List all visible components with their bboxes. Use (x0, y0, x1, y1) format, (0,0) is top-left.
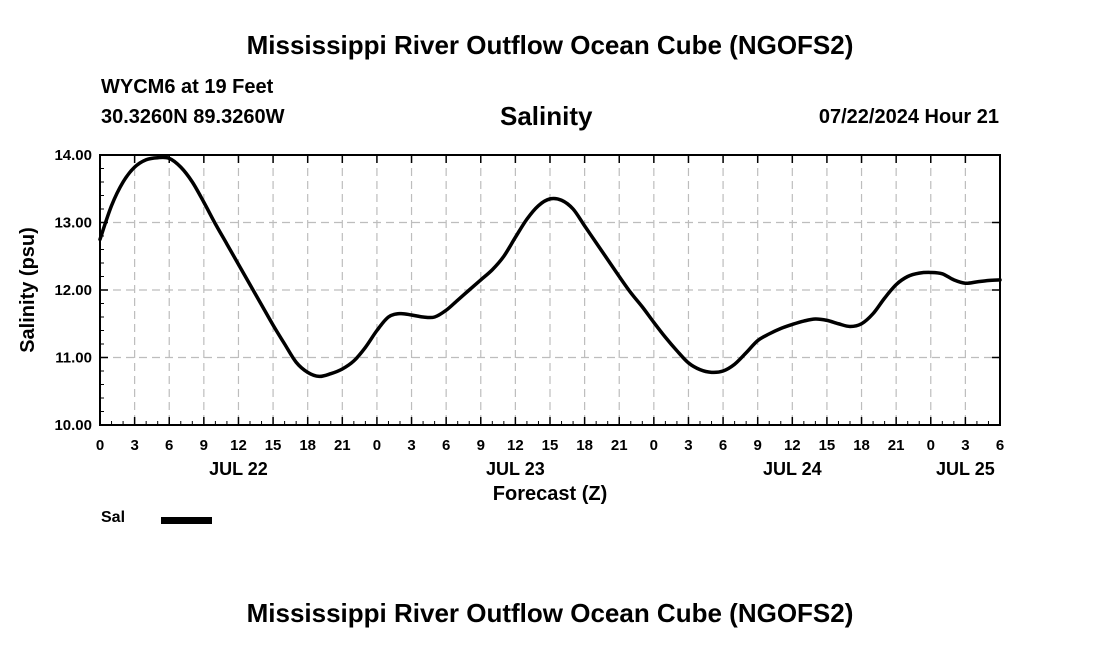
main-title: Mississippi River Outflow Ocean Cube (NG… (246, 30, 854, 60)
y-tick-label: 11.00 (55, 350, 92, 367)
x-tick-label: 21 (334, 437, 351, 454)
x-tick-label: 18 (299, 437, 316, 454)
x-tick-label: 15 (819, 437, 836, 454)
x-tick-label: 6 (165, 437, 173, 454)
series-line-sal (98, 155, 1002, 379)
x-tick-label: 15 (542, 437, 559, 454)
label-layer: 0 3 6 9 12 15 18 21 0 3 6 9 12 15 18 21 0 3 6 9 12 15 18 21 0 3 6 1… (54, 147, 1004, 479)
y-tick-label: 10.00 (54, 417, 92, 434)
x-tick-label: 3 (961, 437, 969, 454)
x-tick-label: 21 (888, 437, 905, 454)
x-tick-label: 12 (230, 437, 247, 454)
chart-title: Salinity (500, 101, 593, 131)
x-tick-label: 6 (719, 437, 727, 454)
x-tick-label: 18 (576, 437, 593, 454)
x-tick-label: 9 (200, 437, 208, 454)
x-tick-label: 15 (265, 437, 282, 454)
y-tick-label: 12.00 (54, 282, 92, 299)
tick-layer (99, 154, 1001, 426)
date-label: JUL 24 (763, 459, 822, 479)
footer-title: Mississippi River Outflow Ocean Cube (NG… (246, 598, 854, 628)
x-tick-label: 3 (407, 437, 415, 454)
station-label: WYCM6 at 19 Feet (101, 76, 274, 98)
x-axis-label: Forecast (Z) (493, 483, 607, 505)
y-tick-label: 13.00 (54, 215, 92, 232)
x-tick-label: 0 (96, 437, 104, 454)
x-tick-label: 9 (477, 437, 485, 454)
grid-layer (100, 154, 1000, 425)
x-tick-label: 6 (996, 437, 1004, 454)
y-tick-label: 14.00 (54, 147, 92, 164)
legend-label: Sal (101, 509, 126, 526)
x-tick-label: 0 (373, 437, 381, 454)
x-tick-label: 3 (684, 437, 692, 454)
x-tick-label: 0 (927, 437, 935, 454)
x-tick-label: 3 (130, 437, 138, 454)
date-label: JUL 25 (936, 459, 995, 479)
legend-line-swatch (161, 517, 212, 524)
forecast-datetime: 07/22/2024 Hour 21 (818, 106, 999, 128)
x-tick-label: 9 (754, 437, 762, 454)
x-tick-label: 0 (650, 437, 658, 454)
x-tick-label: 6 (442, 437, 450, 454)
y-axis-label: Salinity (psu) (17, 227, 39, 353)
station-coordinates: 30.3260N 89.3260W (101, 106, 285, 128)
x-tick-label: 12 (784, 437, 801, 454)
x-tick-label: 18 (853, 437, 870, 454)
date-label: JUL 22 (209, 459, 268, 479)
x-tick-label: 21 (611, 437, 628, 454)
date-label: JUL 23 (486, 459, 545, 479)
x-tick-label: 12 (507, 437, 524, 454)
